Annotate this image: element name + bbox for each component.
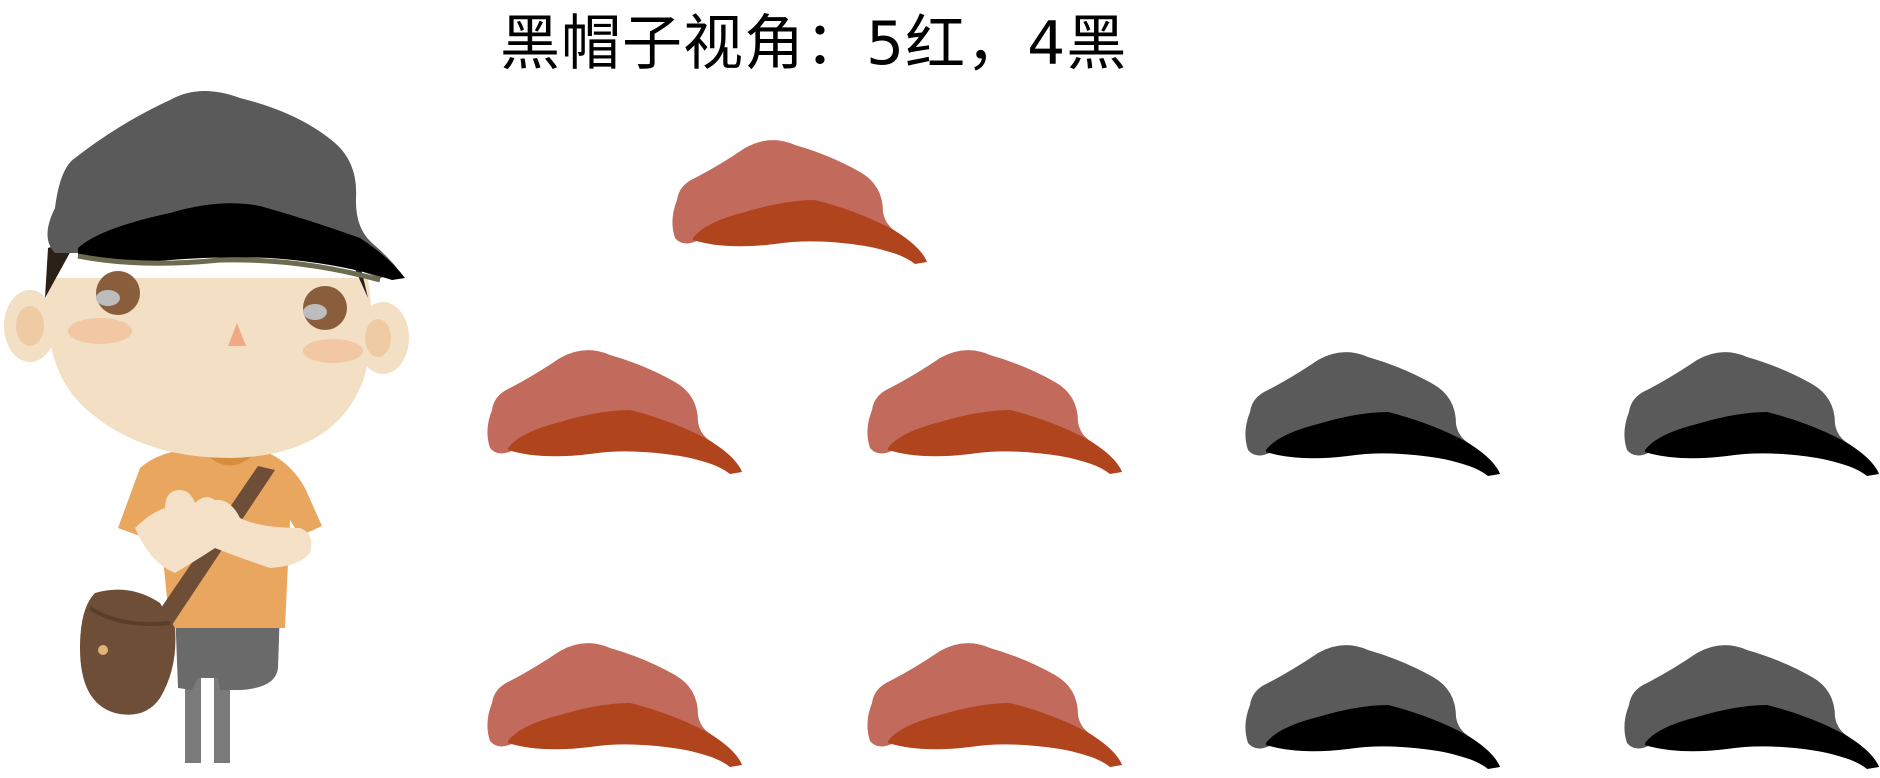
hat-red	[860, 350, 1130, 475]
hat-black	[1238, 352, 1508, 477]
observer-boy-illustration	[0, 88, 420, 778]
hands	[135, 490, 312, 573]
hat-red	[480, 643, 750, 768]
page-title: 黑帽子视角：5红，4黑	[500, 9, 1128, 79]
shorts	[175, 608, 280, 690]
bag	[80, 589, 176, 715]
hat-red	[860, 643, 1130, 768]
hat-red	[665, 140, 935, 265]
hat-black	[1617, 352, 1880, 477]
face	[46, 278, 372, 458]
hat-black	[1238, 645, 1508, 770]
hat-red	[480, 350, 750, 475]
hat-black	[1617, 645, 1880, 770]
